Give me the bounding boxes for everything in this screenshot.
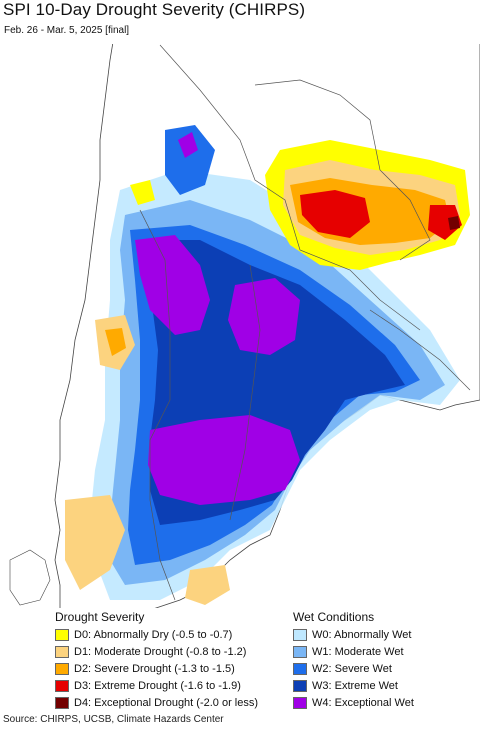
swatch-d2: [55, 663, 69, 675]
legend-label-w3: W3: Extreme Wet: [312, 680, 398, 692]
wet-region-w2-north: [165, 125, 215, 195]
border-line-3: [139, 209, 176, 601]
map-subtitle: Feb. 26 - Mar. 5, 2025 [final]: [4, 25, 130, 36]
legend-label-w1: W1: Moderate Wet: [312, 646, 404, 658]
border-line-5: [369, 309, 471, 391]
source-credit: Source: CHIRPS, UCSB, Climate Hazards Ce…: [3, 714, 224, 725]
swatch-w0: [293, 629, 307, 641]
swatch-d3: [55, 680, 69, 692]
wet-legend-heading: Wet Conditions: [293, 610, 375, 624]
drought-region-d2-west: [105, 328, 126, 356]
wet-region-w4-north: [135, 235, 210, 335]
swatch-w3: [293, 680, 307, 692]
legend-label-d2: D2: Severe Drought (-1.3 to -1.5): [74, 663, 235, 675]
legend-label-d3: D3: Extreme Drought (-1.6 to -1.9): [74, 680, 241, 692]
drought-region-d0-nw: [130, 180, 155, 205]
legend-label-d0: D0: Abnormally Dry (-0.5 to -0.7): [74, 629, 233, 641]
swatch-w1: [293, 646, 307, 658]
drought-legend-heading: Drought Severity: [55, 610, 145, 624]
border-line-2: [254, 79, 431, 261]
wet-region-w4-south: [148, 415, 300, 505]
drought-map: [9, 0, 480, 610]
land-southern-islands: [9, 549, 51, 606]
legend-label-w2: W2: Severe Wet: [312, 663, 392, 675]
legend: Drought Severity Wet Conditions D0: Abno…: [0, 608, 480, 710]
drought-region-d3-east: [428, 205, 462, 240]
legend-label-d1: D1: Moderate Drought (-0.8 to -1.2): [74, 646, 247, 658]
drought-regions: [65, 140, 470, 605]
drought-region-d1-southeast: [185, 565, 230, 605]
border-line-4: [229, 264, 261, 521]
swatch-w4: [293, 697, 307, 709]
wet-region-w4-central: [228, 278, 300, 355]
legend-label-w0: W0: Abnormally Wet: [312, 629, 412, 641]
drought-region-d1-south: [65, 495, 125, 590]
header: SPI 10-Day Drought Severity (CHIRPS) Feb…: [0, 0, 480, 44]
swatch-d1: [55, 646, 69, 658]
wet-regions: [90, 125, 460, 600]
swatch-d4: [55, 697, 69, 709]
drought-region-d3: [300, 190, 370, 238]
border-line-1: [159, 44, 421, 331]
drought-region-d4: [448, 216, 460, 230]
legend-label-d4: D4: Exceptional Drought (-2.0 or less): [74, 697, 259, 709]
wet-region-w4-ne: [178, 132, 198, 158]
political-borders: [139, 44, 471, 601]
map-title: SPI 10-Day Drought Severity (CHIRPS): [3, 0, 306, 19]
swatch-w2: [293, 663, 307, 675]
legend-label-w4: W4: Exceptional Wet: [312, 697, 414, 709]
swatch-d0: [55, 629, 69, 641]
